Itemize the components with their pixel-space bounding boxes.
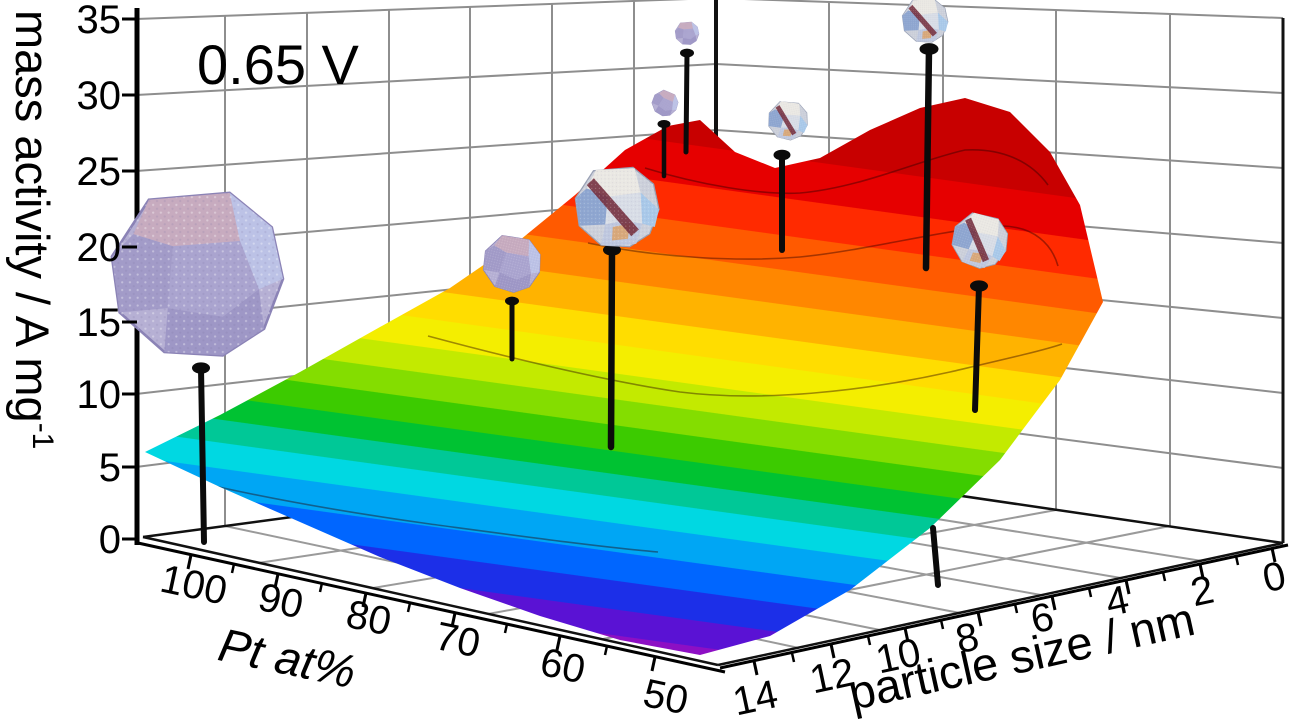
particles-layer [110,0,1009,357]
nanoparticle-lavender [110,191,285,357]
y-tick-label: 10 [872,630,925,682]
pin-head [603,244,621,256]
y-tick-mark [1124,579,1131,595]
z-tick-label: 0 [99,518,121,562]
x-tick-mark [450,612,457,628]
y-tick-mark [1050,595,1057,611]
data-pin [192,362,210,545]
z-axis-title: mass activity / A mg-1 [6,10,59,449]
pin-head [919,43,939,55]
z-tick-label: 30 [77,74,122,118]
nanoparticle-atomistic [951,212,1009,269]
pin-head [680,48,694,58]
nanoparticle-atomistic [768,101,808,141]
x-tick-label: 60 [536,640,589,692]
y-tick-label: 14 [729,672,782,722]
nanoparticle-atomistic [901,0,949,43]
y-tick-mark [1198,563,1205,579]
x-tick-label: 100 [156,557,230,614]
pin-head [505,296,519,306]
nanoparticle-atomistic [574,166,660,248]
z-tick-label: 15 [77,301,122,345]
x-tick-mark [555,635,562,651]
data-pin-hidden-stub [930,525,941,588]
y-axis-minor-ticks [790,555,1240,663]
y-axis-title: particle size / nm [844,592,1200,720]
x-axis-line [137,541,726,674]
y-tick-label: 12 [806,650,859,702]
data-pin [657,119,671,179]
x-tick-mark [186,554,193,570]
y-tick-mark [976,611,983,627]
z-tick-label: 35 [77,0,122,42]
y-tick-mark [1270,547,1277,563]
data-pin [919,43,939,272]
y-tick-label: 2 [1187,567,1218,615]
annotation-voltage: 0.65 V [197,33,360,96]
y-axis-line [719,543,1289,670]
pin-head [657,119,671,129]
z-tick-label: 10 [77,373,122,417]
z-tick-label: 5 [99,446,121,490]
surface-contours [149,149,1063,553]
x-tick-mark [273,573,280,589]
y-tick-mark [903,627,910,643]
x-axis-minor-ticks [230,563,609,656]
nanoparticle-lavender [674,21,700,45]
pin-head [192,362,210,374]
z-tick-label: 25 [77,150,122,194]
y-tick-mark [829,643,836,659]
x-tick-label: 90 [254,575,307,627]
x-tick-label: 70 [431,614,484,666]
z-tick-label: 20 [77,226,122,270]
x-axis-title: Pt at% [214,618,360,699]
data-pin [680,48,694,155]
data-pin [970,280,988,413]
data-pin [773,149,791,253]
data-pin [505,296,519,362]
pin-head [773,149,791,161]
nanoparticle-lavender [482,234,541,293]
x-tick-mark [650,656,657,672]
data-pin [603,244,621,451]
pins-layer [192,43,988,588]
y-tick-mark [752,660,759,676]
nanoparticle-lavender [651,89,679,117]
x-tick-mark [361,592,368,608]
pin-head [970,280,988,292]
y-tick-label: 0 [1259,553,1290,601]
surface-3d [145,98,1103,655]
x-tick-label: 80 [342,592,395,644]
x-tick-label: 50 [639,671,692,722]
